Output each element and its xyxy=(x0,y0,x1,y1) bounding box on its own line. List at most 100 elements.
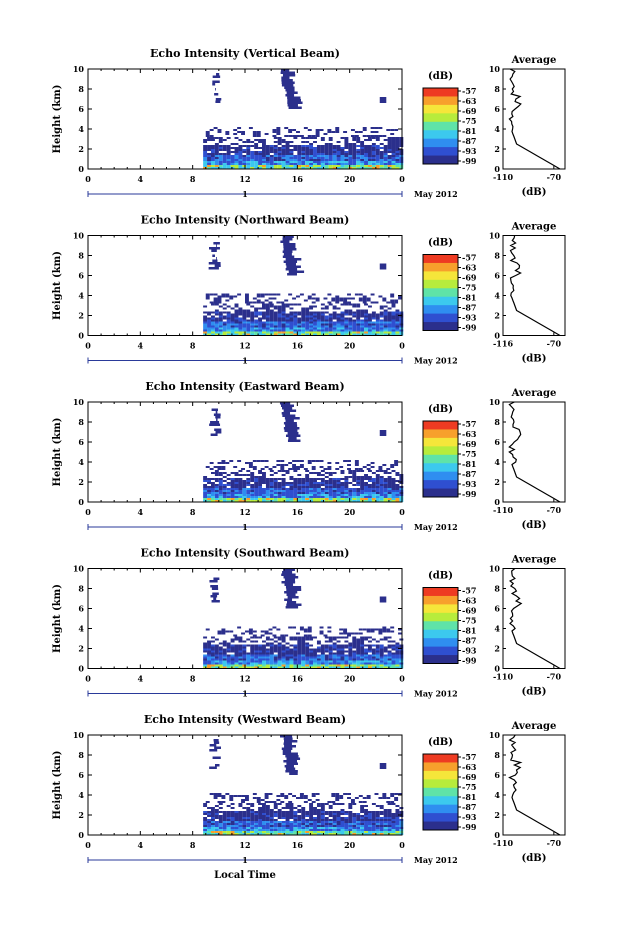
echo-cell xyxy=(299,464,304,466)
echo-cell xyxy=(293,167,298,169)
echo-cell xyxy=(222,161,227,163)
echo-cell xyxy=(258,644,263,647)
echo-cell xyxy=(383,165,388,167)
echo-cell xyxy=(328,327,333,330)
echo-cell xyxy=(262,305,266,308)
echo-cell xyxy=(344,490,349,492)
echo-cell xyxy=(387,498,392,500)
profile-y-tick-label: 8 xyxy=(494,251,500,261)
echo-cell xyxy=(242,315,247,318)
echo-cell xyxy=(399,321,404,324)
echo-cell xyxy=(258,823,263,825)
profile-y-tick-label: 2 xyxy=(494,144,500,154)
echo-cell xyxy=(399,159,404,161)
echo-cell xyxy=(331,801,336,803)
echo-cell xyxy=(209,793,214,795)
echo-cell xyxy=(265,145,270,147)
echo-cell xyxy=(371,492,376,494)
echo-cell xyxy=(332,819,337,821)
echo-cell xyxy=(367,147,372,149)
echo-cell xyxy=(383,155,388,157)
echo-cell xyxy=(316,809,321,811)
echo-cell xyxy=(293,478,298,480)
echo-cell xyxy=(252,460,257,462)
echo-cell xyxy=(210,831,215,833)
echo-cell xyxy=(332,472,337,474)
echo-cell xyxy=(216,257,217,260)
echo-cell xyxy=(203,145,208,147)
echo-cell xyxy=(340,478,345,480)
echo-cell xyxy=(242,648,247,651)
echo-cell xyxy=(262,496,266,498)
echo-cell xyxy=(379,155,384,157)
echo-cell xyxy=(348,165,353,167)
echo-cell xyxy=(221,632,226,635)
echo-cell xyxy=(356,833,361,835)
echo-cell xyxy=(222,315,227,318)
echo-cell xyxy=(269,654,274,657)
echo-cell xyxy=(256,801,261,803)
echo-cell xyxy=(371,498,376,500)
echo-cell xyxy=(391,498,396,500)
echo-cell xyxy=(284,578,296,581)
echo-cell xyxy=(250,640,255,643)
echo-cell xyxy=(246,827,251,829)
echo-cell xyxy=(356,323,361,326)
echo-cell xyxy=(305,815,310,817)
colorbar-tick-label: -57 xyxy=(462,86,476,96)
echo-cell xyxy=(320,825,325,827)
echo-cell xyxy=(344,496,349,498)
echo-cell xyxy=(205,628,210,631)
echo-cell xyxy=(230,646,235,649)
echo-cell xyxy=(293,321,298,324)
echo-cell xyxy=(332,825,337,827)
echo-cell xyxy=(246,807,251,809)
echo-cell xyxy=(288,468,293,470)
echo-cell xyxy=(313,484,317,486)
echo-cell xyxy=(360,827,365,829)
echo-cell xyxy=(214,333,219,336)
echo-cell xyxy=(203,157,208,159)
echo-cell xyxy=(230,664,235,667)
echo-cell xyxy=(222,321,227,324)
echo-cell xyxy=(214,137,219,139)
echo-cell xyxy=(301,644,306,647)
echo-cell xyxy=(293,831,298,833)
echo-cell xyxy=(258,827,263,829)
echo-cell xyxy=(205,133,210,135)
echo-cell xyxy=(276,795,281,797)
echo-cell xyxy=(229,460,234,462)
echo-cell xyxy=(241,131,245,133)
colorbar-frame xyxy=(422,254,459,331)
echo-cell xyxy=(217,301,222,304)
echo-cell xyxy=(281,323,286,326)
echo-cell xyxy=(289,488,294,490)
echo-cell xyxy=(289,498,294,500)
echo-cell xyxy=(352,660,357,663)
echo-cell xyxy=(262,490,266,492)
echo-cell xyxy=(218,484,223,486)
echo-cell xyxy=(336,151,341,153)
echo-cell xyxy=(299,626,304,629)
echo-cell xyxy=(344,484,349,486)
echo-cell xyxy=(352,139,357,141)
echo-cell xyxy=(245,297,249,300)
echo-cell xyxy=(371,480,376,482)
echo-cell xyxy=(352,492,357,494)
echo-cell xyxy=(367,157,372,159)
echo-cell xyxy=(364,325,368,328)
colorbar-swatch xyxy=(423,322,458,331)
echo-cell xyxy=(246,831,251,833)
echo-cell xyxy=(238,151,243,153)
echo-cell xyxy=(364,825,368,827)
y-tick-label: 0 xyxy=(78,164,84,174)
colorbar-tick-label: -93 xyxy=(462,646,477,656)
echo-cell xyxy=(284,797,289,799)
echo-cell xyxy=(226,498,231,500)
echo-cell xyxy=(230,492,235,494)
echo-cell xyxy=(250,319,255,322)
echo-cell xyxy=(281,658,286,661)
echo-cell xyxy=(324,305,329,308)
echo-cell xyxy=(277,823,282,825)
y-tick-label: 8 xyxy=(78,584,84,594)
